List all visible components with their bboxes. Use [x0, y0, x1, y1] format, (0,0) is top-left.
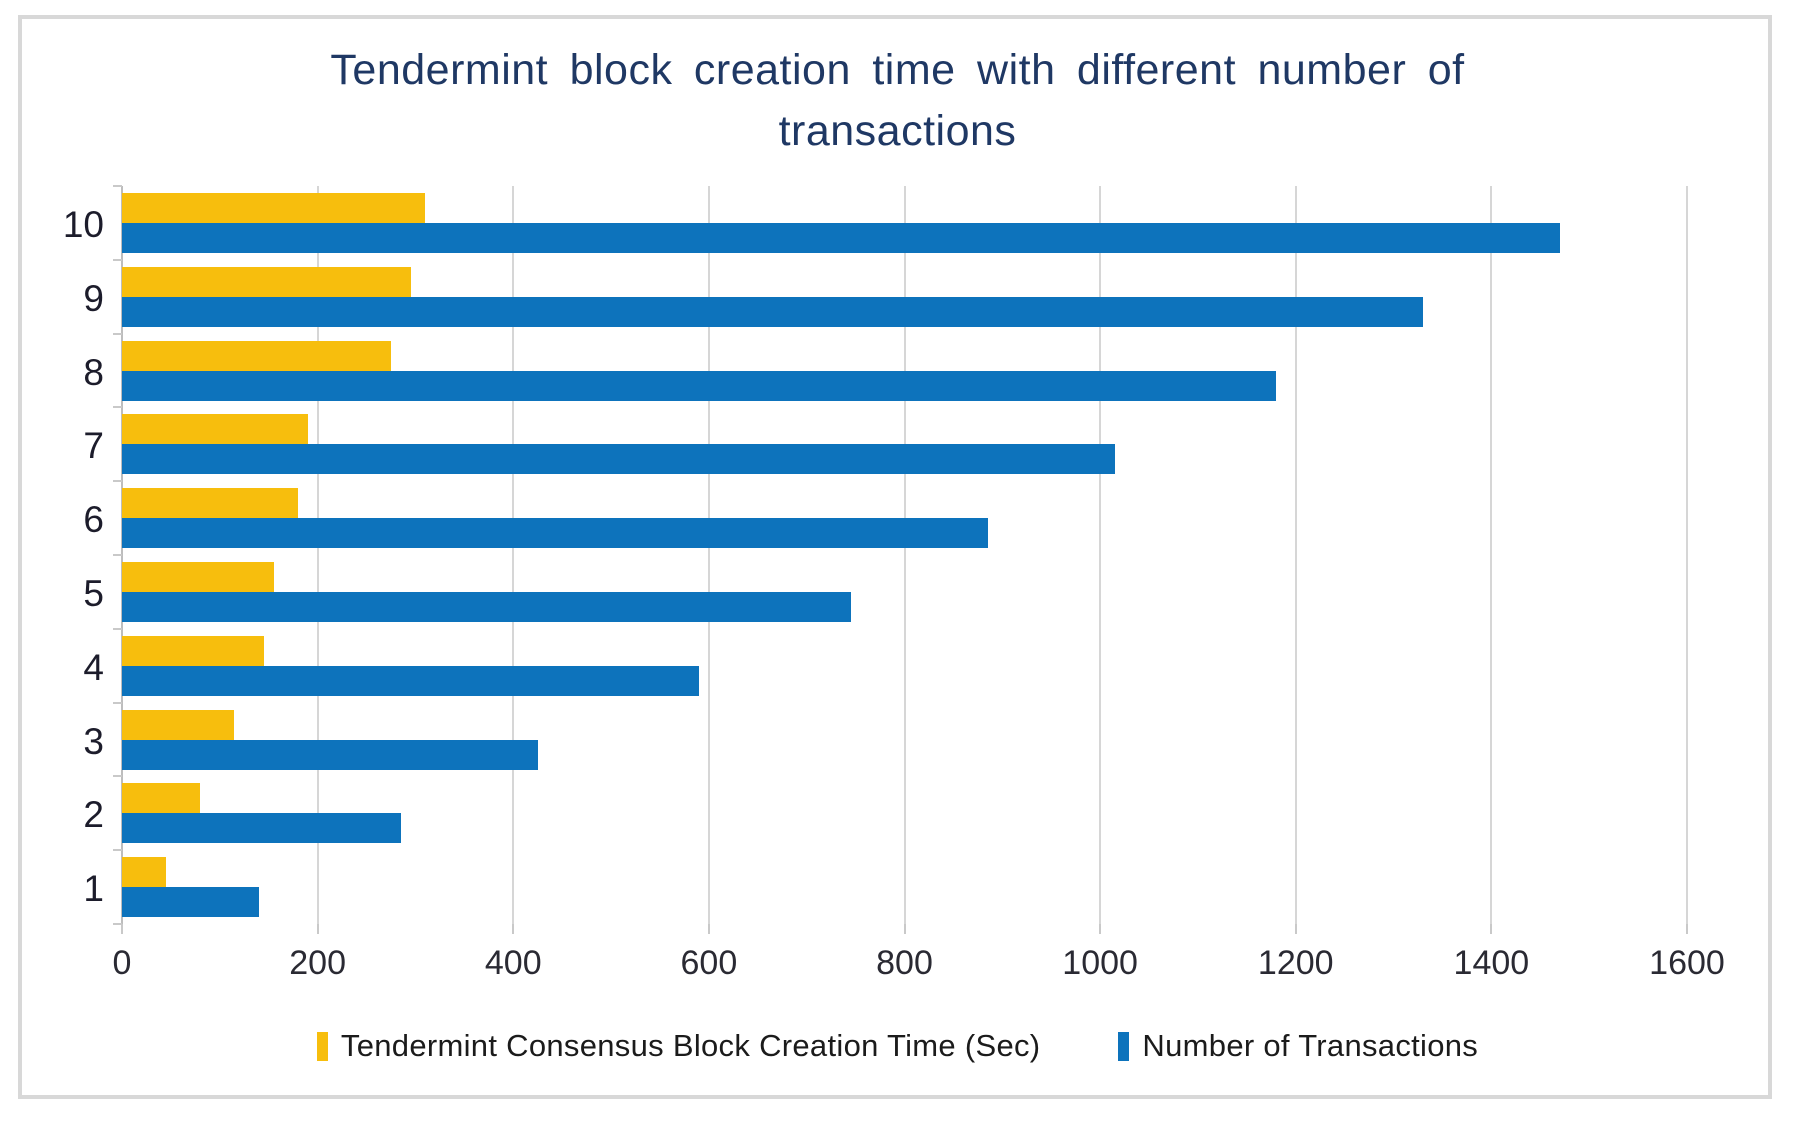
- bar-creation-time-8: [122, 340, 391, 371]
- bar-creation-time-4: [122, 635, 264, 666]
- x-tick-label-200: 200: [289, 944, 346, 982]
- y-category-label-6: 6: [83, 499, 104, 541]
- y-axis-labels: 10 9 8 7 6 5 4 3 2 1: [0, 186, 104, 924]
- bar-creation-time-9: [122, 266, 411, 297]
- gridline-600: [707, 186, 710, 924]
- y-axis-tick: [113, 701, 122, 704]
- bar-creation-time-6: [122, 488, 299, 519]
- legend-marker-creation-time-icon: [316, 1031, 328, 1061]
- chart-title-text: Tendermint block creation time with diff…: [330, 46, 1465, 156]
- y-axis-tick: [113, 332, 122, 335]
- chart-title: Tendermint block creation time with diff…: [0, 40, 1795, 162]
- legend-label-transactions: Number of Transactions: [1142, 1028, 1479, 1063]
- bar-creation-time-3: [122, 709, 235, 740]
- legend-item-creation-time: Tendermint Consensus Block Creation Time…: [316, 1028, 1041, 1064]
- x-axis-labels: 0 200 400 600 800 1000 1200 1400 1600: [113, 944, 1725, 986]
- bar-creation-time-7: [122, 414, 308, 445]
- gridline-1400: [1490, 186, 1493, 924]
- x-tick-label-1600: 1600: [1649, 944, 1725, 982]
- y-axis-tick: [113, 406, 122, 409]
- x-tick-400: [512, 924, 515, 934]
- y-category-label-9: 9: [83, 277, 104, 319]
- x-tick-0: [121, 924, 123, 934]
- bar-transactions-9: [122, 296, 1423, 327]
- y-category-label-4: 4: [83, 646, 104, 688]
- gridline-200: [316, 186, 319, 924]
- bar-transactions-2: [122, 813, 401, 844]
- y-category-label-10: 10: [62, 203, 104, 245]
- gridline-1000: [1099, 186, 1102, 924]
- y-axis-line: [121, 186, 123, 924]
- x-tick-label-400: 400: [484, 944, 542, 982]
- y-category-label-8: 8: [83, 351, 104, 393]
- y-axis-tick: [113, 849, 122, 852]
- y-category-label-3: 3: [83, 720, 104, 762]
- bar-transactions-8: [122, 370, 1277, 401]
- x-tick-200: [316, 924, 319, 934]
- x-tick-label-1200: 1200: [1257, 944, 1334, 982]
- x-tick-label-1000: 1000: [1062, 944, 1138, 982]
- x-tick-600: [707, 924, 710, 934]
- x-tick-1000: [1099, 924, 1102, 934]
- x-tick-1400: [1490, 924, 1493, 934]
- bar-transactions-10: [122, 223, 1560, 253]
- y-category-label-2: 2: [83, 794, 104, 836]
- gridline-400: [512, 186, 515, 924]
- y-axis-tick: [113, 185, 122, 187]
- x-tick-1600: [1686, 924, 1688, 934]
- gridline-1600: [1686, 186, 1688, 924]
- x-tick-label-800: 800: [876, 944, 933, 982]
- bar-transactions-1: [122, 887, 259, 918]
- bar-creation-time-5: [122, 562, 274, 592]
- x-tick-label-0: 0: [112, 944, 132, 982]
- y-axis-tick: [113, 775, 122, 778]
- legend-label-creation-time: Tendermint Consensus Block Creation Time…: [340, 1028, 1041, 1063]
- bar-transactions-6: [122, 518, 988, 549]
- x-tick-800: [903, 924, 906, 934]
- y-axis-tick: [113, 554, 122, 556]
- x-tick-label-600: 600: [680, 944, 738, 982]
- y-category-label-1: 1: [83, 868, 104, 910]
- x-tick-label-1400: 1400: [1453, 944, 1530, 982]
- bar-transactions-4: [122, 665, 700, 696]
- bar-creation-time-1: [122, 857, 167, 888]
- legend-item-transactions: Number of Transactions: [1118, 1028, 1478, 1064]
- y-axis-tick: [113, 923, 122, 925]
- gridline-800: [903, 186, 906, 924]
- plot-area: [113, 185, 1688, 934]
- bar-transactions-3: [122, 739, 538, 770]
- bar-transactions-5: [122, 592, 851, 622]
- y-axis-tick: [113, 480, 122, 483]
- gridline-1200: [1294, 186, 1297, 924]
- x-tick-1200: [1294, 924, 1297, 934]
- legend: Tendermint Consensus Block Creation Time…: [0, 1028, 1795, 1064]
- legend-marker-transactions-icon: [1118, 1031, 1130, 1061]
- bar-creation-time-10: [122, 193, 426, 223]
- y-category-label-7: 7: [83, 425, 104, 467]
- y-axis-tick: [113, 627, 122, 630]
- bar-creation-time-2: [122, 783, 201, 814]
- y-axis-tick: [113, 258, 122, 261]
- y-category-label-5: 5: [83, 572, 104, 614]
- bar-transactions-7: [122, 444, 1115, 475]
